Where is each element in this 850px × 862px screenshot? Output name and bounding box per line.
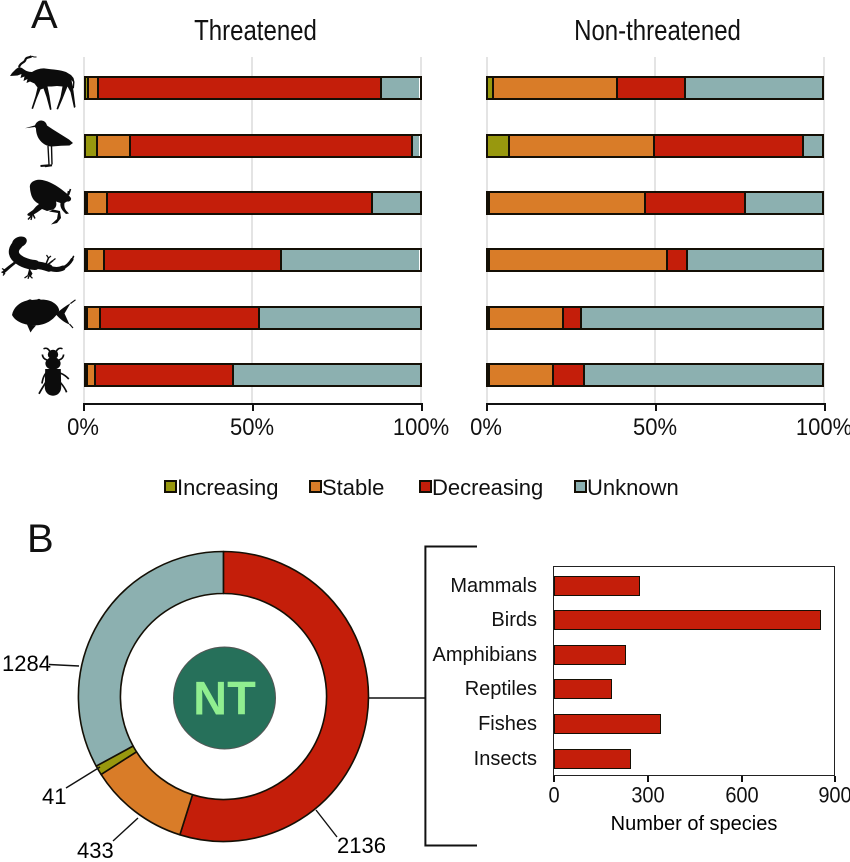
svg-text:NT: NT [193,672,256,725]
